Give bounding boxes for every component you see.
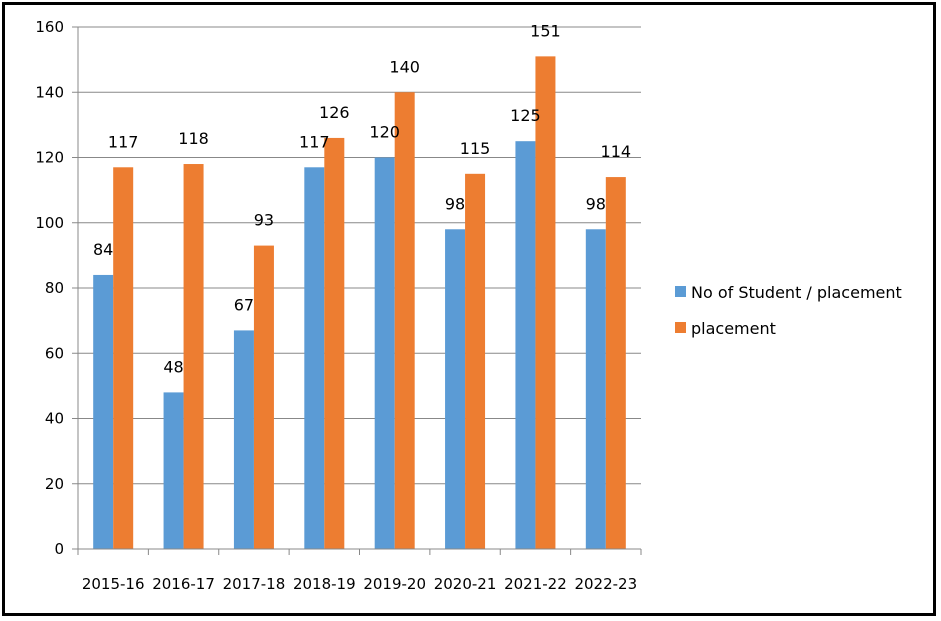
x-tick-label: 2018-19	[293, 575, 356, 593]
data-label: 117	[299, 132, 330, 151]
data-label: 84	[93, 240, 113, 259]
legend-swatch	[675, 322, 686, 333]
y-tick-label: 40	[45, 410, 64, 428]
bar-students	[445, 229, 466, 549]
bar-placement	[113, 167, 134, 549]
x-tick-label: 2015-16	[82, 575, 145, 593]
bar-students	[163, 392, 184, 549]
y-tick-label: 0	[54, 540, 64, 558]
y-tick-label: 160	[35, 18, 64, 36]
bar-students	[233, 330, 254, 549]
data-label: 125	[510, 106, 541, 125]
bar-students	[585, 229, 606, 549]
legend-label: No of Student / placement	[691, 283, 902, 302]
data-label: 126	[319, 103, 350, 122]
data-label: 117	[108, 132, 139, 151]
bar-students	[374, 157, 395, 549]
bar-placement	[535, 56, 556, 550]
bar-placement	[183, 164, 204, 549]
bar-placement	[394, 92, 415, 549]
data-label: 67	[234, 295, 254, 314]
y-tick-labels: 0 20 40 60 80 100 120 140 160	[35, 18, 64, 558]
y-tick-label: 120	[35, 149, 64, 167]
x-tick-labels: 2015-16 2016-17 2017-18 2018-19 2019-20 2020-…	[82, 575, 637, 593]
y-tick-label: 60	[45, 344, 64, 362]
data-label: 115	[460, 139, 491, 158]
data-label: 98	[445, 194, 465, 213]
x-tick-label: 2022-23	[574, 575, 637, 593]
y-tick-label: 100	[35, 214, 64, 232]
data-label: 48	[163, 357, 183, 376]
bar-placement	[253, 245, 274, 549]
y-tick-label: 80	[45, 279, 64, 297]
x-tick-label: 2016-17	[152, 575, 215, 593]
x-tick-label: 2021-22	[504, 575, 567, 593]
y-tick-label: 140	[35, 83, 64, 101]
bar-placement	[605, 177, 626, 549]
data-label: 151	[530, 21, 561, 40]
bar-students	[304, 167, 325, 549]
data-label: 118	[178, 129, 209, 148]
data-label: 98	[586, 194, 606, 213]
x-tick-label: 2017-18	[223, 575, 286, 593]
legend: No of Student / placement placement	[675, 283, 902, 338]
bar-placement	[465, 173, 486, 549]
bar-placement	[324, 137, 345, 550]
x-tick-label: 2019-20	[363, 575, 426, 593]
data-label: 140	[389, 57, 420, 76]
data-label: 114	[601, 142, 632, 161]
bars	[93, 56, 626, 550]
gridlines	[78, 26, 641, 485]
bar-students	[515, 141, 536, 549]
data-label: 120	[369, 123, 400, 142]
data-labels: 84 117 48 118 67 93 117 126 120 140 98 115 125 151 98 1…	[93, 21, 631, 376]
bar-students	[93, 274, 114, 549]
legend-swatch	[675, 286, 686, 297]
axes	[72, 26, 642, 555]
data-label: 93	[254, 211, 274, 230]
x-tick-label: 2020-21	[434, 575, 497, 593]
legend-label: placement	[691, 319, 776, 338]
y-tick-label: 20	[45, 475, 64, 493]
